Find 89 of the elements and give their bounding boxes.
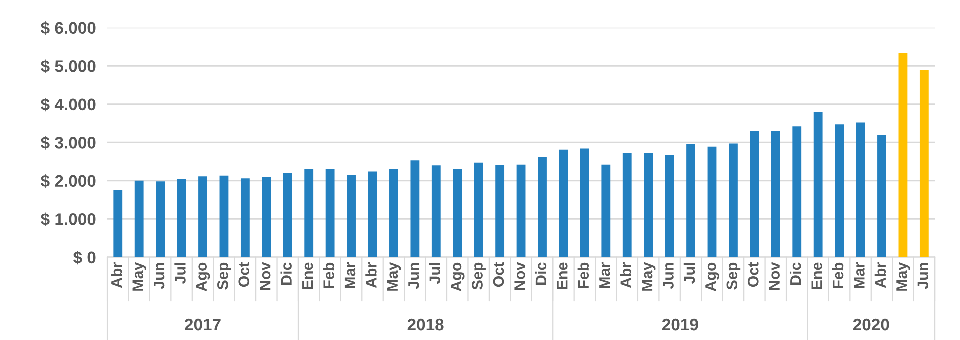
bar — [177, 179, 186, 258]
x-tick-label: Jun — [663, 263, 674, 290]
x-tick-label: Feb — [578, 262, 590, 288]
x-tick-label: Feb — [832, 262, 844, 288]
x-tick-label: May — [132, 262, 146, 291]
x-tick-label: Ago — [196, 262, 210, 292]
x-tick-label: Jul — [174, 263, 186, 284]
x-tick-label: Abr — [620, 262, 632, 288]
x-tick-label: Sep — [726, 262, 741, 290]
x-tick-label: Abr — [111, 262, 122, 288]
bar — [474, 162, 484, 258]
bar — [814, 112, 823, 258]
x-tick-label: Jun — [154, 263, 165, 290]
bar — [538, 158, 547, 258]
bar — [559, 150, 568, 258]
x-tick-label: Mar — [854, 262, 865, 288]
bar — [410, 160, 420, 258]
x-tick-label: Dic — [280, 262, 292, 285]
x-tick-label: Ene — [302, 262, 314, 290]
x-tick-label: Abr — [874, 262, 886, 288]
bar — [240, 178, 250, 258]
x-tick-label: Jul — [429, 263, 441, 284]
bar — [453, 169, 462, 258]
x-tick-label: Dic — [535, 262, 547, 285]
x-tick-label: Sep — [472, 262, 486, 290]
x-tick-label: Sep — [218, 262, 232, 290]
bar — [771, 132, 780, 258]
bar — [644, 152, 654, 258]
bar — [878, 135, 886, 258]
x-tick-label: Ene — [812, 262, 822, 290]
bar — [920, 70, 929, 258]
bar — [622, 152, 632, 258]
x-tick-label: May — [387, 262, 402, 291]
bar — [326, 169, 335, 258]
text: 2018 — [408, 318, 444, 331]
y-tick-label: $ 4.000 — [41, 98, 96, 112]
x-tick-label: May — [896, 262, 910, 291]
bar — [750, 132, 760, 258]
y-tick-label: $ 5.000 — [41, 60, 96, 74]
x-tick-label: Oct — [493, 262, 504, 288]
x-tick-label: Nov — [514, 262, 526, 290]
x-tick-label: Oct — [238, 262, 250, 288]
bar — [262, 177, 272, 258]
bar — [432, 166, 441, 258]
x-tick-label: Feb — [323, 262, 334, 288]
bar — [220, 176, 229, 258]
bar — [496, 165, 505, 258]
bar — [368, 172, 378, 258]
bar — [856, 122, 866, 258]
bar — [304, 169, 314, 258]
bar — [516, 164, 526, 258]
x-tick-label: Mar — [344, 262, 356, 288]
bar — [156, 182, 166, 258]
x-tick-label: Mar — [600, 262, 610, 288]
bar — [686, 144, 696, 258]
x-tick-label: Jun — [408, 263, 420, 290]
y-tick-label: $ 6.000 — [41, 22, 96, 36]
x-tick-label: Ene — [557, 262, 568, 290]
x-tick-label: Nov — [260, 262, 271, 290]
bar — [283, 173, 292, 258]
text: 2020 — [853, 318, 890, 331]
bar — [390, 169, 398, 258]
x-tick-label: Ago — [451, 262, 465, 292]
bar — [114, 190, 123, 258]
bar — [708, 146, 717, 258]
x-tick-label: Jul — [684, 263, 696, 284]
bar — [835, 124, 844, 258]
y-tick-label: $ 3.000 — [41, 136, 96, 150]
x-tick-label: Nov — [769, 262, 780, 290]
y-tick-label: $ 1.000 — [41, 212, 96, 226]
bar — [580, 148, 590, 258]
bar — [134, 180, 144, 258]
y-tick-label: $ 0 — [73, 251, 96, 265]
x-tick-label: Oct — [748, 262, 759, 288]
x-tick-label: Dic — [790, 262, 802, 285]
x-tick-label: Jun — [918, 263, 929, 290]
y-tick-label: $ 2.000 — [41, 174, 96, 188]
bar — [729, 144, 738, 258]
bar — [602, 164, 611, 258]
x-tick-label: May — [642, 262, 656, 291]
text: 2019 — [662, 318, 698, 331]
bar — [347, 176, 356, 258]
bar — [665, 155, 674, 258]
bar — [198, 176, 208, 258]
x-tick-label: Abr — [366, 262, 377, 288]
x-tick-label: Ago — [706, 262, 720, 292]
bar — [792, 126, 802, 258]
bar — [898, 54, 908, 258]
text: 2017 — [185, 318, 221, 331]
